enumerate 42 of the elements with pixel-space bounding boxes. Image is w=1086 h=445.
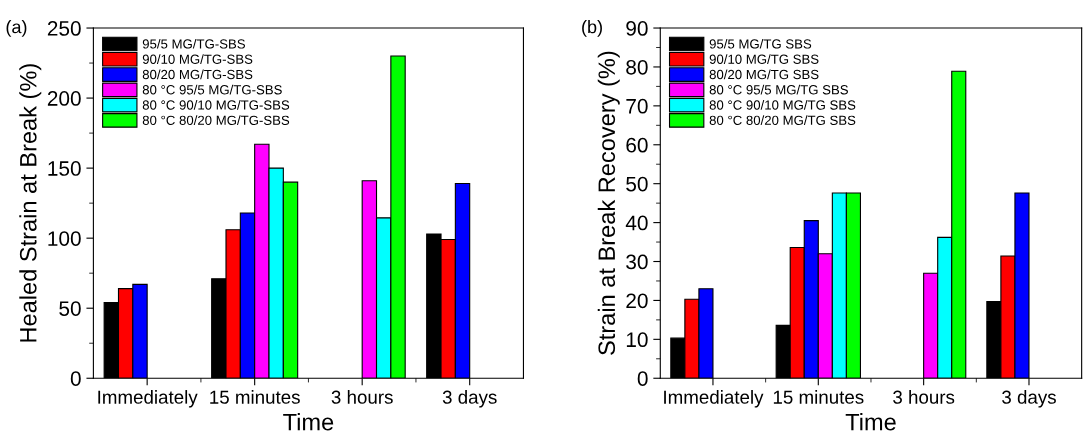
y-tick-label: 40 — [625, 215, 648, 231]
text: (b) — [582, 20, 602, 37]
y-axis-title: Strain at Break Recovery (%) — [597, 51, 620, 355]
legend-label: 80/20 MG/TG-SBS — [142, 69, 253, 80]
legend-label: 80 °C 80/20 MG/TG SBS — [709, 115, 856, 125]
x-tick-label: Immediately — [98, 390, 198, 408]
y-tick-label: 90 — [626, 21, 648, 36]
y-tick-label: 20 — [626, 293, 648, 309]
legend-label: 80 °C 80/20 MG/TG-SBS — [142, 115, 290, 125]
y-tick-label: 10 — [626, 332, 648, 348]
y-tick-label: 250 — [47, 21, 81, 36]
x-tick-label: 15 minutes — [773, 390, 864, 404]
y-tick-label: 30 — [626, 254, 648, 270]
y-tick-label: 50 — [626, 176, 648, 192]
x-tick-label: Immediately — [664, 390, 764, 408]
legend-label: 80 °C 95/5 MG/TG SBS — [709, 84, 848, 95]
x-tick-label: 3 days — [442, 390, 497, 408]
x-tick-label: 15 minutes — [210, 390, 300, 404]
legend-label: 80/20 MG/TG SBS — [709, 69, 819, 80]
y-tick-label: 50 — [59, 301, 81, 316]
legend-label: 95/5 MG/TG-SBS — [142, 38, 245, 49]
y-tick-label: 0 — [637, 371, 648, 386]
y-axis-title: Healed Strain at Break (%) — [19, 64, 42, 342]
x-tick-label: 3 hours — [893, 390, 955, 404]
y-tick-label: 200 — [47, 91, 81, 106]
x-axis-title: Time — [845, 413, 896, 431]
text: (a) — [6, 20, 27, 37]
legend-label: 80 °C 90/10 MG/TG-SBS — [142, 100, 290, 110]
y-tick-label: 0 — [70, 371, 81, 386]
y-tick-label: 150 — [48, 161, 81, 176]
legend-label: 95/5 MG/TG SBS — [709, 38, 812, 49]
legend-label: 80 °C 90/10 MG/TG SBS — [709, 100, 856, 110]
x-tick-label: 3 days — [1002, 390, 1056, 408]
y-tick-label: 70 — [626, 98, 648, 114]
x-axis-title: Time — [283, 413, 334, 431]
legend-label: 90/10 MG/TG SBS — [709, 54, 819, 64]
y-tick-label: 100 — [48, 231, 81, 246]
legend-label: 80 °C 95/5 MG/TG-SBS — [142, 84, 282, 95]
y-tick-label: 80 — [626, 59, 648, 75]
x-tick-label: 3 hours — [331, 390, 393, 404]
y-tick-label: 60 — [626, 137, 648, 153]
legend-label: 90/10 MG/TG-SBS — [142, 54, 253, 64]
